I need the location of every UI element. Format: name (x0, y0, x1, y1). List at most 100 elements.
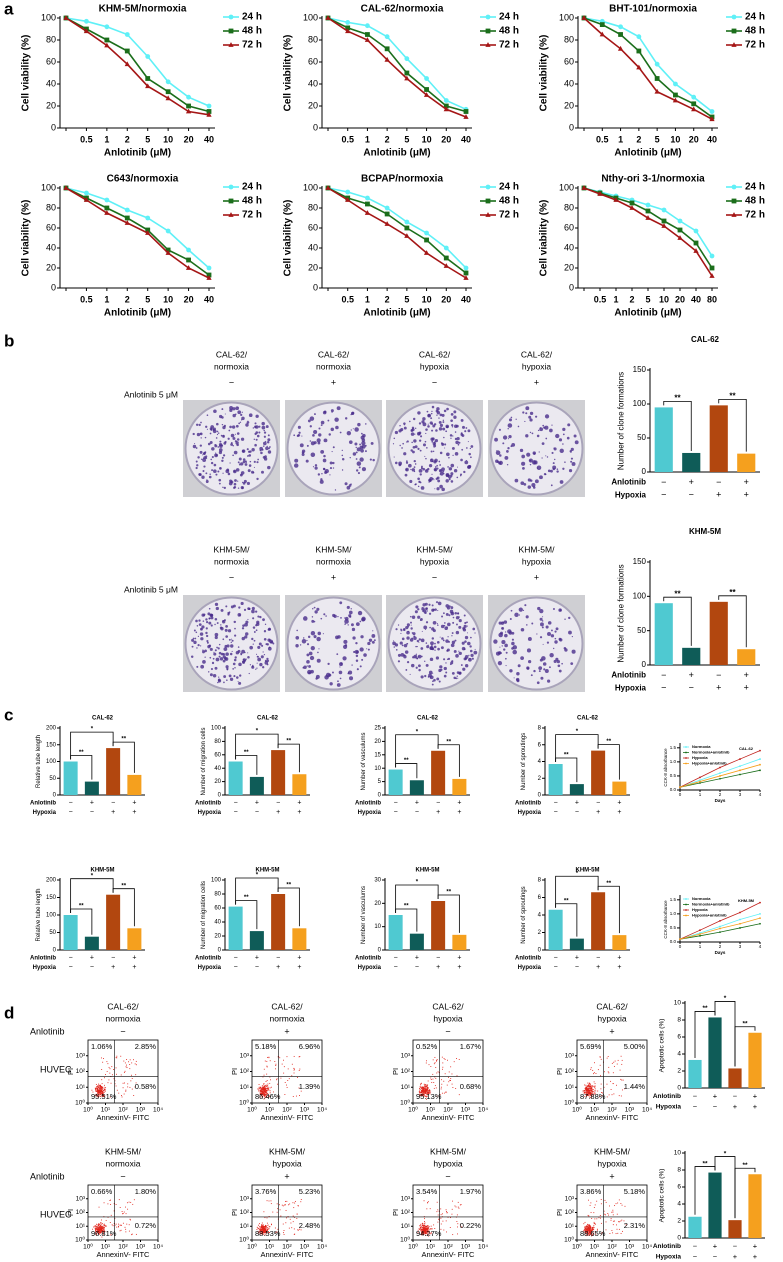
colony (351, 429, 352, 430)
legend-label: 48 h (242, 196, 262, 207)
quadrant-label: 2.85% (135, 1042, 157, 1051)
colony (470, 650, 473, 653)
colony (435, 429, 438, 432)
event-dot (136, 1061, 137, 1062)
colony (358, 472, 360, 474)
panel-label: a (4, 0, 14, 18)
y-axis-title: Number of clone formations (616, 372, 625, 470)
condition-sign: + (132, 809, 136, 816)
colony (211, 668, 213, 670)
colony (317, 652, 319, 654)
colony (459, 619, 462, 622)
marker (207, 266, 212, 271)
colony (334, 417, 338, 421)
event-dot (129, 1064, 130, 1065)
condition-sign: + (111, 964, 115, 971)
colony (436, 415, 437, 416)
event-dot (259, 1223, 260, 1224)
event-dot (430, 1208, 431, 1209)
event-dot (116, 1056, 117, 1057)
colony (263, 445, 265, 447)
condition-sign: + (255, 800, 259, 807)
x-tick-label: 10⁰ (408, 1106, 418, 1114)
colony (268, 647, 272, 651)
colony (255, 415, 258, 418)
y-tick-label: 10³ (240, 1195, 250, 1202)
x-tick-label: 20 (675, 294, 685, 304)
colony (567, 437, 570, 440)
event-dot (95, 1090, 96, 1091)
y-tick-label: 0.0 (670, 939, 677, 944)
colony (444, 447, 445, 448)
y-tick-label: 10⁰ (400, 1236, 410, 1244)
x-tick-label: 10 (659, 294, 669, 304)
colony (254, 439, 255, 440)
colony (453, 410, 456, 413)
row-label: Anlotinib (195, 800, 221, 806)
colony (257, 663, 258, 664)
y-tick-label: 0 (677, 1085, 681, 1092)
marker (732, 185, 737, 190)
colony (444, 443, 446, 445)
plot-title: KHM-5M/ (594, 1146, 631, 1156)
condition-sign: + (111, 809, 115, 816)
condition-sign: − (596, 800, 600, 807)
marker (732, 29, 737, 34)
x-tick-label: 0.5 (341, 134, 354, 144)
plate-title: hypoxia (420, 556, 450, 566)
colony (337, 406, 341, 410)
colony (437, 411, 440, 414)
y-tick-label: 6 (677, 1034, 681, 1041)
y-tick-label: 10³ (401, 1195, 411, 1202)
colony (198, 619, 200, 621)
event-dot (259, 1084, 260, 1085)
y-tick-label: 100 (46, 913, 57, 919)
colony (258, 431, 260, 433)
event-dot (427, 1090, 428, 1091)
y-axis-title: Number of clone formations (616, 564, 625, 662)
marker (679, 938, 681, 940)
colony (511, 610, 513, 612)
y-tick-label: 20 (308, 262, 318, 272)
x-tick-label: 5 (404, 134, 409, 144)
colony (446, 408, 449, 411)
event-dot (447, 1060, 448, 1061)
event-dot (428, 1081, 429, 1082)
y-axis-title: Cell viability (%) (283, 35, 294, 112)
event-dot (125, 1229, 126, 1230)
colony (262, 618, 265, 621)
colony (361, 659, 363, 661)
event-dot (116, 1227, 117, 1228)
condition-sign: − (661, 683, 666, 693)
colony (191, 655, 193, 657)
colony (293, 434, 295, 436)
colony (211, 624, 213, 626)
x-tick-label: 10⁴ (478, 1107, 488, 1114)
colony (410, 469, 411, 470)
condition-sign: + (284, 1171, 289, 1181)
colony (432, 609, 434, 611)
colony (333, 446, 335, 448)
colony (340, 662, 342, 664)
condition-sign: − (716, 477, 721, 487)
event-dot (420, 1083, 421, 1084)
colony (210, 673, 213, 676)
colony (208, 622, 211, 625)
event-dot (283, 1232, 284, 1233)
y-tick-label: 40 (564, 78, 574, 88)
marker (739, 927, 741, 929)
event-dot (266, 1061, 267, 1062)
colony (320, 450, 324, 454)
colony (238, 422, 240, 424)
colony (533, 453, 535, 455)
colony (193, 641, 196, 644)
event-dot (613, 1214, 614, 1215)
colony (470, 637, 472, 639)
colony (324, 438, 328, 442)
colony (210, 459, 212, 461)
colony (570, 461, 572, 463)
colony (431, 474, 432, 475)
colony (264, 436, 266, 438)
y-tick-label: 10² (565, 1209, 575, 1216)
marker (186, 104, 191, 109)
